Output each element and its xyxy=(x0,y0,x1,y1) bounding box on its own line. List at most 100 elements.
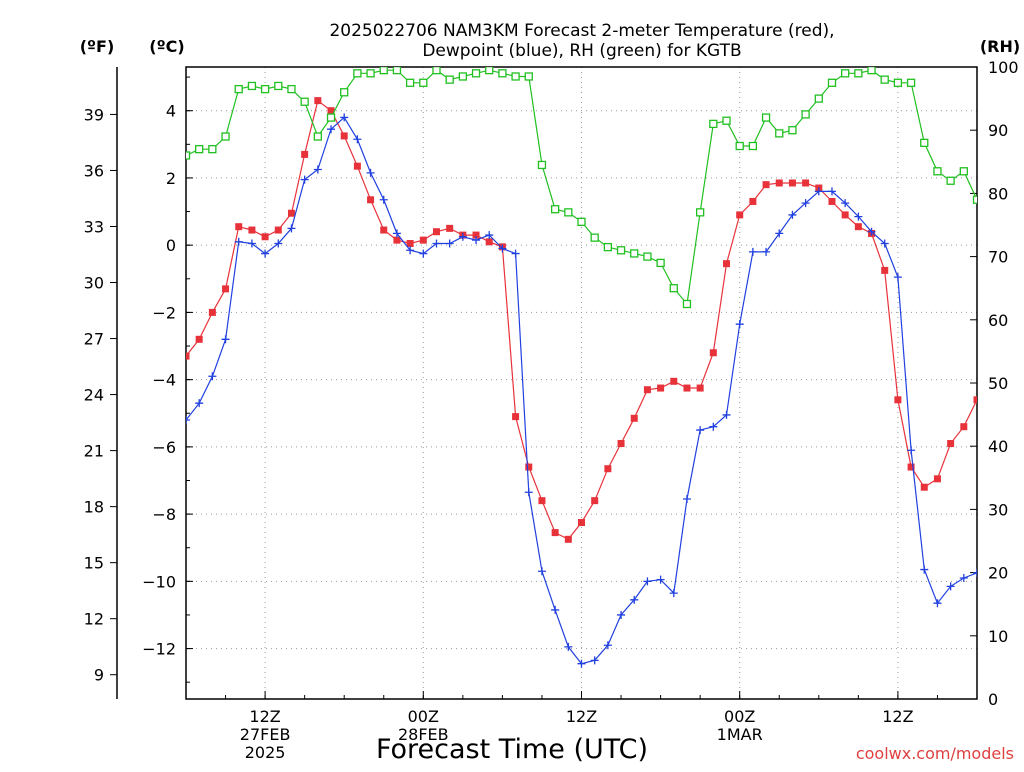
temperature-point xyxy=(235,223,243,231)
rh-point xyxy=(801,110,810,119)
celsius-tick-label: −12 xyxy=(142,640,176,659)
chart-title-line-1: 2025022706 NAM3KM Forecast 2-meter Tempe… xyxy=(329,21,834,41)
rh-point xyxy=(577,217,586,226)
temperature-point xyxy=(604,465,612,473)
temperature-point xyxy=(578,519,585,527)
dewpoint-point xyxy=(735,320,744,329)
celsius-tick-label: 2 xyxy=(166,169,176,188)
rh-point xyxy=(788,126,797,135)
dewpoint-series xyxy=(186,113,977,668)
dewpoint-point xyxy=(959,573,968,582)
rh-point xyxy=(603,242,613,252)
dewpoint-point xyxy=(973,568,977,577)
temperature-point xyxy=(762,181,770,189)
rh-point xyxy=(775,129,784,138)
temperature-point xyxy=(287,209,295,217)
rh-point xyxy=(959,167,968,176)
temperature-point xyxy=(696,384,704,392)
celsius-tick-label: −6 xyxy=(152,438,176,457)
rh-point xyxy=(432,67,441,75)
rh-point xyxy=(221,132,230,141)
chart-title-line-2: Dewpoint (blue), RH (green) for KGTB xyxy=(422,41,741,61)
temperature-point xyxy=(854,223,862,231)
dewpoint-point xyxy=(907,446,916,455)
rh-point xyxy=(392,67,402,75)
rh-point xyxy=(186,151,191,160)
rh-point xyxy=(933,167,942,176)
rh-point xyxy=(564,208,573,217)
rh-point xyxy=(946,176,955,185)
dewpoint-point xyxy=(827,187,836,196)
dewpoint-point xyxy=(577,659,586,668)
temperature-point xyxy=(446,224,454,232)
temperature-point xyxy=(406,239,414,247)
temperature-point xyxy=(630,414,638,422)
rh-tick-label: 60 xyxy=(988,311,1008,330)
rh-point xyxy=(458,72,468,81)
dewpoint-point xyxy=(867,227,876,236)
fahrenheit-tick-label: 9 xyxy=(94,666,104,685)
dewpoint-point xyxy=(392,229,401,238)
temperature-point xyxy=(327,107,335,115)
dewpoint-point xyxy=(432,239,441,248)
rh-point xyxy=(656,258,665,268)
temperature-point xyxy=(907,463,915,471)
celsius-tick-label: −10 xyxy=(142,572,176,591)
rh-point xyxy=(630,249,639,258)
fahrenheit-tick-label: 36 xyxy=(84,161,104,180)
rh-point xyxy=(696,208,705,217)
rh-point xyxy=(274,81,283,91)
rh-point xyxy=(195,145,204,154)
rh-point xyxy=(761,113,771,122)
rh-point xyxy=(353,69,362,78)
rh-point xyxy=(841,69,850,78)
temperature-point xyxy=(788,179,796,187)
dewpoint-point xyxy=(208,372,217,381)
temperature-point xyxy=(749,197,757,205)
fahrenheit-tick-label: 39 xyxy=(84,105,104,124)
rh-point xyxy=(234,84,243,94)
source-credit: coolwx.com/models xyxy=(856,744,1014,763)
dewpoint-point xyxy=(762,247,771,256)
dewpoint-point xyxy=(669,589,678,598)
dewpoint-point xyxy=(234,237,243,246)
rh-point xyxy=(260,84,270,94)
dewpoint-point xyxy=(537,567,546,576)
temperature-point xyxy=(709,349,717,357)
dewpoint-point xyxy=(682,494,691,503)
temperature-point xyxy=(947,440,955,448)
dewpoint-point xyxy=(195,399,204,408)
temperature-point xyxy=(973,396,977,404)
dewpoint-point xyxy=(854,212,863,221)
rh-point xyxy=(920,138,929,147)
fahrenheit-tick-label: 12 xyxy=(84,610,104,629)
dewpoint-point xyxy=(551,605,560,614)
temperature-point xyxy=(643,386,651,394)
celsius-tick-label: −4 xyxy=(152,371,176,390)
temperature-point xyxy=(274,226,282,234)
dewpoint-point xyxy=(511,249,520,258)
x-tick-label: 00Z xyxy=(408,707,439,726)
dewpoint-point xyxy=(880,239,889,248)
temperature-point xyxy=(485,238,493,246)
dewpoint-point xyxy=(498,244,507,253)
rh-point xyxy=(748,141,758,151)
temperature-point xyxy=(186,352,190,360)
x-tick-year-label: 2025 xyxy=(245,743,286,762)
rh-point xyxy=(485,67,494,75)
dewpoint-point xyxy=(603,641,612,650)
temperature-point xyxy=(723,260,731,268)
rh-point xyxy=(643,252,652,261)
rh-point xyxy=(854,69,863,78)
temperature-point xyxy=(419,236,427,244)
rh-tick-label: 90 xyxy=(988,121,1008,140)
temperature-point xyxy=(828,197,836,205)
rh-unit-label: (RH) xyxy=(980,37,1020,56)
rh-point xyxy=(709,119,718,129)
rh-point xyxy=(445,75,454,84)
rh-point xyxy=(867,67,876,75)
fahrenheit-tick-label: 33 xyxy=(84,217,104,236)
temperature-point xyxy=(525,463,533,471)
x-tick-label: 00Z xyxy=(724,707,755,726)
temperature-point xyxy=(380,226,388,234)
